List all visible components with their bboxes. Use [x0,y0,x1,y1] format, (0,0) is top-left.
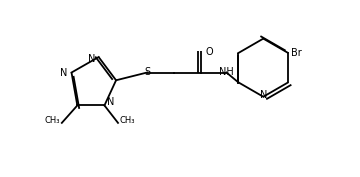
Text: CH₃: CH₃ [120,116,135,125]
Text: S: S [144,67,150,77]
Text: N: N [88,54,96,64]
Text: N: N [260,90,267,100]
Text: Br: Br [291,48,302,58]
Text: N: N [107,97,115,107]
Text: O: O [205,47,213,57]
Text: NH: NH [219,67,234,77]
Text: CH₃: CH₃ [44,116,60,125]
Text: N: N [60,67,68,78]
